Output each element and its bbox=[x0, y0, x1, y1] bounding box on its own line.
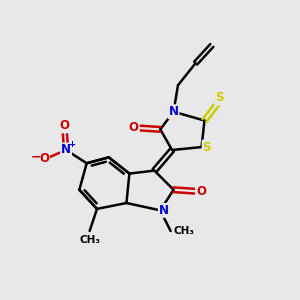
Text: N: N bbox=[159, 204, 169, 217]
Text: O: O bbox=[60, 119, 70, 132]
Text: +: + bbox=[68, 140, 76, 149]
Text: O: O bbox=[129, 122, 139, 134]
Text: S: S bbox=[215, 92, 224, 104]
Text: CH₃: CH₃ bbox=[174, 226, 195, 236]
Text: O: O bbox=[196, 185, 206, 198]
Text: O: O bbox=[39, 152, 49, 165]
Text: −: − bbox=[31, 151, 41, 164]
Text: S: S bbox=[202, 141, 211, 154]
Text: CH₃: CH₃ bbox=[79, 235, 100, 244]
Text: N: N bbox=[169, 105, 178, 118]
Text: N: N bbox=[61, 143, 71, 157]
